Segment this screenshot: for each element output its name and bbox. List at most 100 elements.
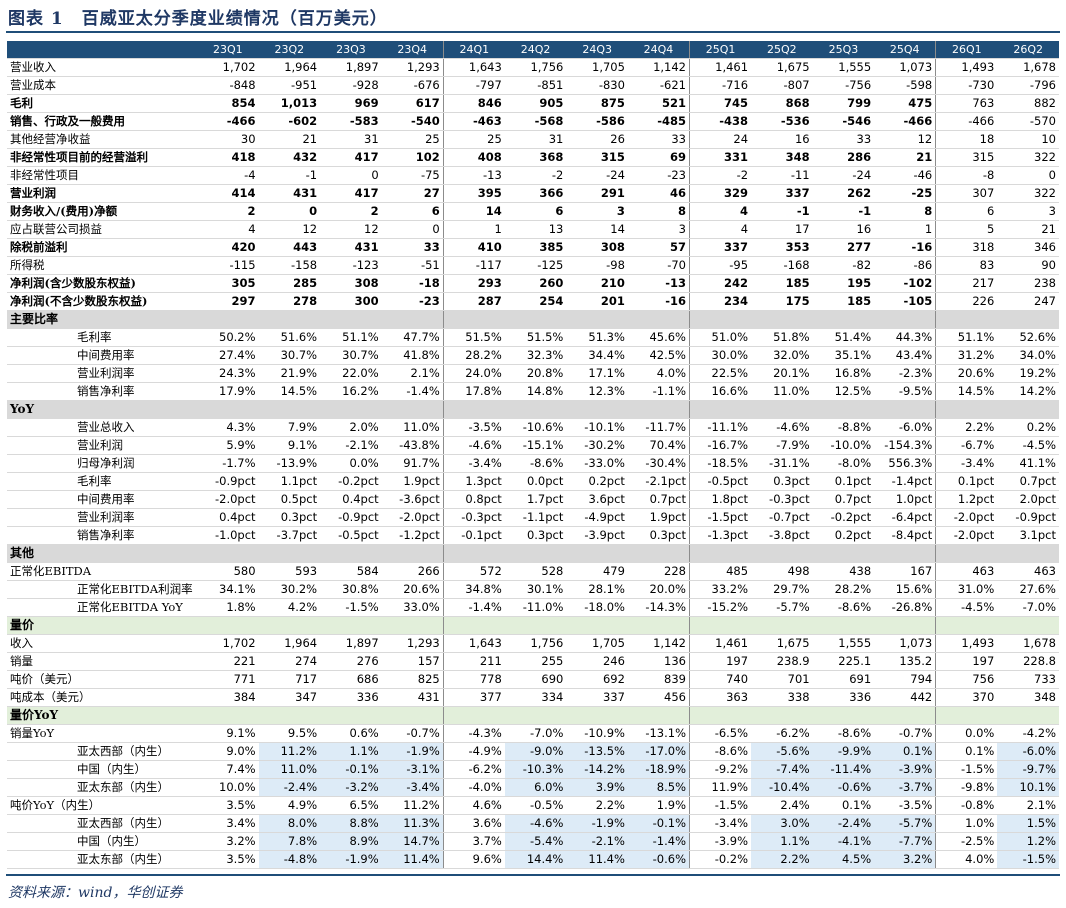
cell: -466 — [935, 112, 998, 131]
cell: 839 — [627, 670, 690, 689]
cell: -11.0% — [504, 598, 567, 617]
column-header: 26Q1 — [935, 41, 998, 59]
cell: -0.1pct — [443, 526, 505, 545]
cell — [258, 400, 321, 419]
cell: -540 — [381, 112, 444, 131]
cell: -1.7% — [197, 454, 259, 473]
cell: 4 — [689, 220, 752, 239]
cell: -1.5% — [997, 850, 1059, 869]
cell: 0.5pct — [258, 490, 321, 509]
cell: 475 — [874, 94, 937, 113]
cell: 331 — [689, 148, 752, 167]
cell: 0.3pct — [504, 526, 567, 545]
cell: 1 — [874, 220, 937, 239]
cell: 686 — [320, 670, 382, 689]
cell: 315 — [935, 148, 998, 167]
cell: 825 — [381, 670, 444, 689]
cell: -807 — [751, 76, 813, 95]
cell — [443, 400, 505, 419]
cell: -13.5% — [566, 742, 628, 761]
cell: -14.2% — [566, 760, 628, 779]
cell: 0.2pct — [812, 526, 875, 545]
cell: 33.2% — [689, 580, 752, 599]
cell: 25 — [443, 130, 505, 149]
cell: 12 — [874, 130, 937, 149]
data-row: 营业收入 1,702 1,964 1,897 1,293 1,643 1,756 1,705 1… — [7, 58, 1059, 77]
cell: 1,705 — [566, 634, 628, 653]
cell — [874, 706, 937, 725]
cell: 11.4% — [381, 850, 444, 869]
cell: -730 — [935, 76, 998, 95]
data-row: 毛利 854 1,013 969 617 846 905 875 521 745 868 799 475… — [7, 94, 1059, 113]
row-label: 中国（内生） — [7, 760, 197, 779]
cell: 1.1pct — [258, 472, 321, 491]
data-row: 毛利率 50.2% 51.6% 51.1% 47.7% 51.5% 51.5% 51.3% 45… — [7, 328, 1059, 347]
cell: 6 — [935, 202, 998, 221]
data-row: 正常化EBITDA 580 593 584 266 572 528 479 228 485 498 4… — [7, 562, 1059, 581]
cell: 905 — [504, 94, 567, 113]
cell: 51.5% — [504, 328, 567, 347]
cell: 15.6% — [874, 580, 937, 599]
cell: -8.8% — [812, 418, 875, 437]
cell: 1,643 — [443, 634, 505, 653]
cell: 242 — [689, 274, 752, 293]
cell: -117 — [443, 256, 505, 275]
cell: 266 — [381, 562, 444, 581]
cell: 1.9pct — [381, 472, 444, 491]
data-row: 营业总收入 4.3% 7.9% 2.0% 11.0% -3.5% -10.6% -10.1% -… — [7, 418, 1059, 437]
cell: -125 — [504, 256, 567, 275]
row-label: 中间费用率 — [7, 490, 197, 509]
row-label: 收入 — [7, 634, 197, 653]
cell: -3.4% — [381, 778, 444, 797]
cell: 3.2% — [197, 832, 259, 851]
cell: 43.4% — [874, 346, 937, 365]
cell: 16.2% — [320, 382, 382, 401]
cell: 29.7% — [751, 580, 813, 599]
cell: 285 — [258, 274, 321, 293]
cell: 25 — [381, 130, 444, 149]
cell: 1.1% — [751, 832, 813, 851]
cell: -1.4% — [381, 382, 444, 401]
row-label: 销售净利率 — [7, 382, 197, 401]
cell: -1.3pct — [689, 526, 752, 545]
cell: 1,293 — [381, 58, 444, 77]
cell: 1,293 — [381, 634, 444, 653]
cell — [812, 310, 875, 329]
cell: -5.4% — [504, 832, 567, 851]
cell: -0.1% — [627, 814, 690, 833]
cell: -10.4% — [751, 778, 813, 797]
cell: 274 — [258, 652, 321, 671]
cell: -7.0% — [504, 724, 567, 743]
cell: 5 — [935, 220, 998, 239]
cell: 22.5% — [689, 364, 752, 383]
cell: 485 — [689, 562, 752, 581]
cell: 11.3% — [381, 814, 444, 833]
cell: -466 — [874, 112, 937, 131]
cell: 9.1% — [258, 436, 321, 455]
row-label: 亚太东部（内生） — [7, 850, 197, 869]
cell: -546 — [812, 112, 875, 131]
data-row: 正常化EBITDA YoY 1.8% 4.2% -1.5% 33.0% -1.4% -11.… — [7, 598, 1059, 617]
data-row: 亚太东部（内生） 10.0% -2.4% -3.2% -3.4% -4.0% 6.0% 3.9… — [7, 778, 1059, 797]
cell: 556.3% — [874, 454, 937, 473]
cell: 346 — [997, 238, 1059, 257]
cell: 16.6% — [689, 382, 752, 401]
cell: 28.1% — [566, 580, 628, 599]
cell: -0.6% — [627, 850, 690, 869]
cell: 431 — [381, 688, 444, 707]
cell: -8.6% — [689, 742, 752, 761]
cell — [258, 706, 321, 725]
cell: -23 — [381, 292, 444, 311]
cell: 8.0% — [258, 814, 321, 833]
data-row: 中间费用率 27.4% 30.7% 30.7% 41.8% 28.2% 32.3% 34.4%… — [7, 346, 1059, 365]
cell: -95 — [689, 256, 752, 275]
cell: 70.4% — [627, 436, 690, 455]
cell: 0.7pct — [997, 472, 1059, 491]
cell: 794 — [874, 670, 937, 689]
cell: 0.2% — [997, 418, 1059, 437]
cell: -6.0% — [874, 418, 937, 437]
cell: 479 — [566, 562, 628, 581]
row-label: 销量 — [7, 652, 197, 671]
cell: 52.6% — [997, 328, 1059, 347]
cell: 521 — [627, 94, 690, 113]
